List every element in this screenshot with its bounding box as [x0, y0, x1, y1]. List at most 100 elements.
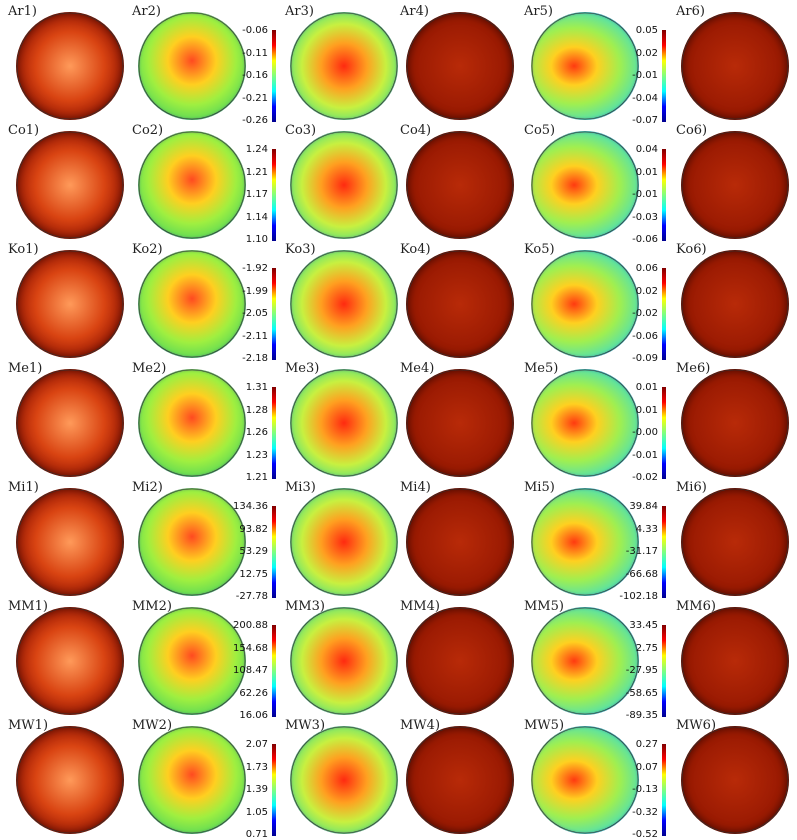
panel-label-ar1: Ar1) — [8, 4, 37, 19]
colorbar-tick: 1.10 — [245, 234, 268, 245]
colorbar-tick: -58.65 — [625, 687, 658, 699]
colorbar-tick: 108.47 — [233, 665, 268, 676]
colorbar-tick: 0.01 — [635, 166, 658, 178]
colorbar-ko5 — [662, 268, 666, 360]
panel-label-mw5: MW5) — [524, 718, 565, 733]
colorbar-tick: 0.27 — [635, 739, 658, 750]
panel-label-mi3: Mi3) — [285, 480, 316, 495]
panel-label-mm3: MM3) — [285, 599, 325, 614]
panel-label-co1: Co1) — [8, 123, 40, 138]
disk-image-ar1 — [16, 12, 124, 120]
disk-image-co3 — [290, 131, 398, 239]
colorbar-tick: -0.01 — [632, 189, 658, 200]
disk-image-mi5 — [531, 488, 639, 596]
disk-image-ar3 — [290, 12, 398, 120]
colorbar-tick: -27.95 — [625, 665, 658, 676]
colorbar-tick: 2.07 — [245, 739, 268, 750]
colorbar-tick: -0.01 — [632, 449, 658, 461]
disk-image-mi4 — [406, 488, 514, 596]
colorbar-ar2 — [272, 30, 276, 122]
colorbar-tick: 0.05 — [635, 25, 658, 36]
panel-label-me4: Me4) — [400, 361, 435, 376]
disk-image-me5 — [531, 369, 639, 477]
colorbar-tick: -0.16 — [242, 70, 268, 81]
panel-label-me5: Me5) — [524, 361, 559, 376]
panel-label-mi6: Mi6) — [676, 480, 707, 495]
disk-image-mm4 — [406, 607, 514, 715]
colorbar-co5 — [662, 149, 666, 241]
panel-label-co5: Co5) — [524, 123, 556, 138]
panel-label-mi1: Mi1) — [8, 480, 39, 495]
disk-image-ar5 — [531, 12, 639, 120]
panel-label-ar2: Ar2) — [132, 4, 161, 19]
colorbar-tick: -31.17 — [625, 546, 658, 557]
colorbar-mm5 — [662, 625, 666, 717]
colorbar-tick: -89.35 — [625, 710, 658, 721]
colorbar-tick: 1.23 — [245, 449, 268, 461]
disk-image-ko1 — [16, 250, 124, 358]
panel-label-ko5: Ko5) — [524, 242, 555, 257]
colorbar-tick: 0.02 — [635, 285, 658, 297]
disk-image-co1 — [16, 131, 124, 239]
panel-label-ar3: Ar3) — [285, 4, 314, 19]
disk-image-mm2 — [138, 607, 246, 715]
disk-image-mm5 — [531, 607, 639, 715]
disk-image-mm6 — [681, 607, 789, 715]
colorbar-tick: 134.36 — [233, 501, 268, 512]
disk-image-mw1 — [16, 726, 124, 834]
colorbar-tick: -0.21 — [242, 92, 268, 104]
disk-image-ko2 — [138, 250, 246, 358]
panel-label-mw2: MW2) — [132, 718, 173, 733]
colorbar-tick: 39.84 — [629, 501, 658, 512]
colorbar-tick: 1.26 — [245, 427, 268, 438]
colorbar-tick: -0.32 — [632, 806, 658, 818]
disk-image-co5 — [531, 131, 639, 239]
panel-label-co2: Co2) — [132, 123, 164, 138]
disk-image-mm1 — [16, 607, 124, 715]
disk-image-me4 — [406, 369, 514, 477]
panel-label-ko4: Ko4) — [400, 242, 431, 257]
panel-label-co3: Co3) — [285, 123, 317, 138]
panel-label-co4: Co4) — [400, 123, 432, 138]
colorbar-tick: 16.06 — [239, 710, 268, 721]
colorbar-tick: 200.88 — [233, 620, 268, 631]
panel-label-me2: Me2) — [132, 361, 167, 376]
panel-label-mw1: MW1) — [8, 718, 49, 733]
panel-label-mm4: MM4) — [400, 599, 440, 614]
colorbar-tick: -66.68 — [625, 568, 658, 580]
colorbar-tick: 0.71 — [245, 829, 268, 840]
panel-label-mw6: MW6) — [676, 718, 717, 733]
colorbar-tick: -0.02 — [632, 472, 658, 483]
colorbar-tick: -0.06 — [242, 25, 268, 36]
disk-image-co6 — [681, 131, 789, 239]
colorbar-tick: -0.13 — [632, 784, 658, 795]
disk-image-mw3 — [290, 726, 398, 834]
colorbar-tick: 1.17 — [245, 189, 268, 200]
colorbar-tick: -0.26 — [242, 115, 268, 126]
panel-label-mi2: Mi2) — [132, 480, 163, 495]
colorbar-ar5 — [662, 30, 666, 122]
colorbar-mi5 — [662, 506, 666, 598]
colorbar-tick: -2.05 — [242, 308, 268, 319]
colorbar-tick: -0.06 — [632, 234, 658, 245]
panel-label-me6: Me6) — [676, 361, 711, 376]
disk-image-ar6 — [681, 12, 789, 120]
colorbar-tick: -2.11 — [242, 330, 268, 342]
colorbar-tick: 1.21 — [245, 472, 268, 483]
colorbar-tick: 0.02 — [635, 47, 658, 59]
colorbar-tick: -0.04 — [632, 92, 658, 104]
colorbar-tick: -0.01 — [632, 70, 658, 81]
panel-label-mm5: MM5) — [524, 599, 564, 614]
panel-label-ko1: Ko1) — [8, 242, 39, 257]
colorbar-tick: 0.07 — [635, 761, 658, 773]
colorbar-tick: 1.39 — [245, 784, 268, 795]
colorbar-tick: 93.82 — [239, 523, 268, 535]
panel-label-me3: Me3) — [285, 361, 320, 376]
disk-image-ko3 — [290, 250, 398, 358]
disk-image-ko5 — [531, 250, 639, 358]
colorbar-tick: -0.11 — [242, 47, 268, 59]
panel-label-mw4: MW4) — [400, 718, 441, 733]
colorbar-tick: 0.01 — [635, 404, 658, 416]
colorbar-tick: -27.78 — [235, 591, 268, 602]
colorbar-tick: 1.31 — [245, 382, 268, 393]
